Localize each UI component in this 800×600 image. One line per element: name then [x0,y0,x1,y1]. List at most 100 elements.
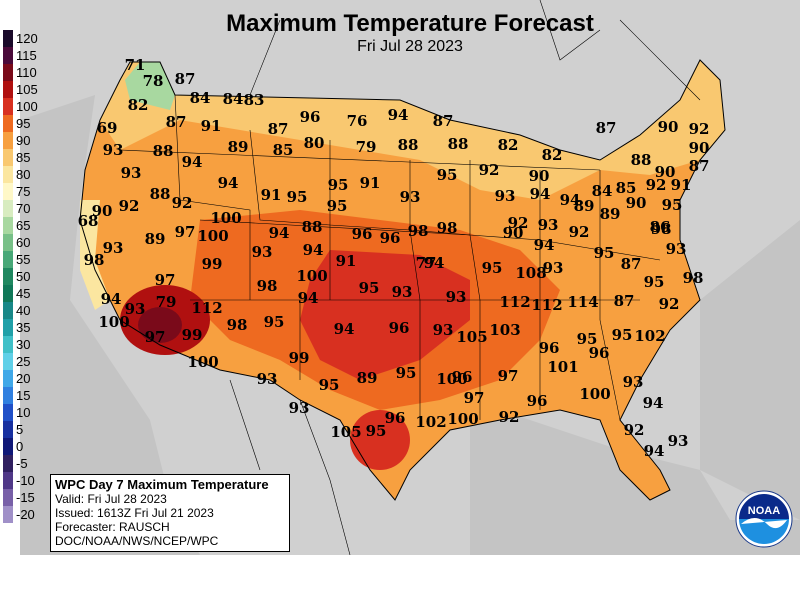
temperature-value: 100 [197,227,228,245]
us-outline [79,59,726,501]
temperature-value: 80 [304,134,325,152]
temperature-value: 96 [380,229,401,247]
legend-swatch [3,98,13,115]
temperature-value: 69 [97,119,118,137]
legend-entry: -15 [3,489,49,506]
temperature-value: 79 [356,138,377,156]
legend-label: 95 [16,116,31,131]
north-cool-band [100,60,725,200]
temperature-value: 100 [98,313,129,331]
temperature-value: 94 [560,191,581,209]
legend-swatch [3,353,13,370]
legend-swatch [3,302,13,319]
temperature-value: 100 [210,209,241,227]
temperature-value: 91 [201,117,222,135]
map-title: Maximum Temperature Forecast [226,10,594,37]
legend-entry: 70 [3,200,49,217]
legend-entry: 100 [3,98,49,115]
temperature-value: 82 [498,136,519,154]
legend-label: 65 [16,218,31,233]
legend-entry: 90 [3,132,49,149]
legend-label: 10 [16,405,31,420]
temperature-value: 95 [644,273,665,291]
temperature-value: 94 [424,254,445,272]
legend-label: 115 [16,48,37,63]
temperature-value: 92 [689,120,710,138]
pnw-green [125,62,175,110]
temperature-value: 92 [624,421,645,439]
temperature-value: 98 [227,316,248,334]
legend-swatch [3,64,13,81]
legend-swatch [3,489,13,506]
state-borders [119,94,661,421]
legend-entry: -10 [3,472,49,489]
temperature-value: 96 [389,319,410,337]
temperature-value: 94 [218,174,239,192]
legend-swatch [3,200,13,217]
legend-label: 70 [16,201,31,216]
temperature-value: 90 [689,139,710,157]
legend-label: 110 [16,65,37,80]
legend-swatch [3,319,13,336]
temperature-value: 95 [264,313,285,331]
temperature-value: 96 [352,225,373,243]
temperature-value: 82 [128,96,149,114]
temperature-value: 96 [385,409,406,427]
legend-swatch [3,506,13,523]
temperature-value: 94 [643,394,664,412]
legend-entry: 40 [3,302,49,319]
temperature-value: 87 [433,112,454,130]
temperature-value: 93 [289,399,310,417]
legend-entry: 85 [3,149,49,166]
temperature-value: 87 [689,157,710,175]
temperature-value: 90 [655,163,676,181]
legend-swatch [3,234,13,251]
legend-entry: 50 [3,268,49,285]
temperature-value: 94 [644,442,665,460]
temperature-value: 102 [634,327,665,345]
legend-label: 90 [16,133,31,148]
legend-label: -15 [16,490,35,505]
temperature-value: 93 [433,321,454,339]
temperature-value: 97 [155,271,176,289]
info-valid: Valid: Fri Jul 28 2023 [55,492,167,506]
legend-swatch [3,455,13,472]
atlantic-ocean [700,220,800,520]
temperature-value: 90 [658,118,679,136]
temperature-value: 95 [612,326,633,344]
temperature-value: 84 [190,89,211,107]
temperature-value: 92 [479,161,500,179]
legend-label: 80 [16,167,31,182]
legend-swatch [3,183,13,200]
temperature-value: 79 [156,293,177,311]
temperature-value: 100 [187,353,218,371]
temperature-value: 96 [589,344,610,362]
legend-swatch [3,47,13,64]
legend-swatch [3,370,13,387]
temperature-value: 88 [398,136,419,154]
legend-label: 45 [16,286,31,301]
legend-label: 25 [16,354,31,369]
temperature-value: 101 [547,358,578,376]
temperature-value: 91 [261,186,282,204]
temperature-value: 93 [103,239,124,257]
temperature-value: 105 [330,423,361,441]
south-texas-hot [350,410,410,470]
temperature-value: 93 [252,243,273,261]
temperature-value: 100 [579,385,610,403]
legend-swatch [3,217,13,234]
temperature-value: 87 [621,255,642,273]
temperature-value: 95 [366,422,387,440]
legend-entry: 115 [3,47,49,64]
temperature-value: 93 [666,240,687,258]
temperature-value: 93 [495,187,516,205]
temperature-value: 92 [499,408,520,426]
legend-entry: 120 [3,30,49,47]
legend-swatch [3,404,13,421]
temperature-value: 82 [542,146,563,164]
temperature-value: 91 [360,174,381,192]
temperature-value: 90 [529,167,550,185]
legend-label: 20 [16,371,31,386]
legend-entry: 10 [3,404,49,421]
temperature-value: 95 [577,330,598,348]
